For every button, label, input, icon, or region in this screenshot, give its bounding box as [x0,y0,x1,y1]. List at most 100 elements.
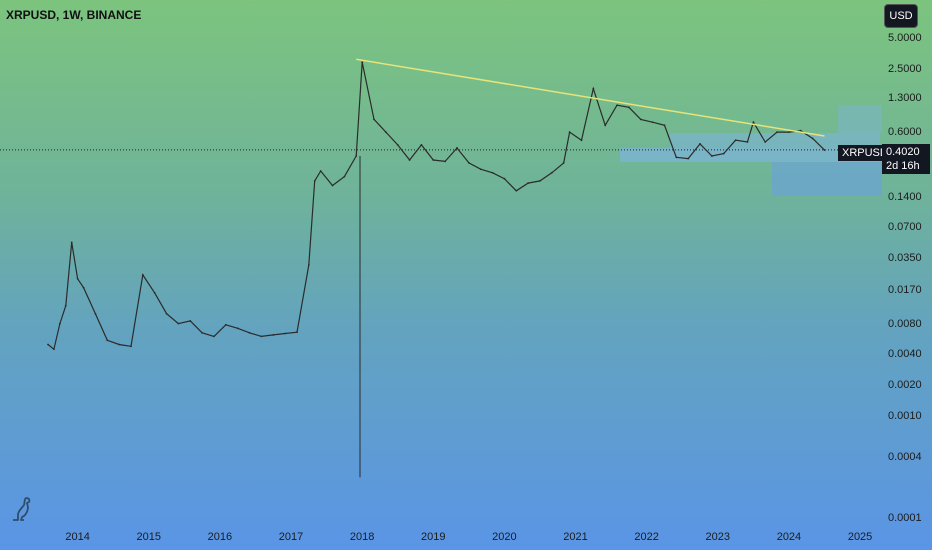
price-point [201,331,204,334]
price-point [467,161,470,164]
y-tick-label: 0.0020 [888,379,922,392]
price-series-line [47,62,825,351]
price-point [568,131,571,134]
price-point [539,179,541,182]
price-point [639,118,642,121]
y-tick-label: 0.0350 [888,252,922,265]
price-point [396,143,399,146]
price-point [515,189,518,192]
price-point [788,131,790,134]
price-point [82,286,85,289]
price-point [746,141,749,143]
price-point [592,87,595,90]
price-point [272,334,275,336]
dino-logo-icon [13,497,31,521]
price-point [432,159,435,161]
price-point [823,149,826,152]
price-point [213,335,215,338]
price-point [64,304,67,307]
price-point [479,168,482,171]
y-tick-label: 0.0040 [888,348,922,361]
price-point [361,61,364,64]
price-point [284,332,287,335]
price-point [550,171,553,174]
price-point [651,121,654,124]
x-tick-label: 2017 [278,531,304,543]
price-point [420,143,423,146]
price-point [776,131,778,134]
y-tick-label: 0.0010 [888,409,922,422]
x-tick-label: 2018 [349,531,375,543]
price-point [58,322,61,325]
x-tick-label: 2023 [705,531,731,543]
price-point [764,141,767,143]
price-point [165,312,168,315]
x-tick-label: 2019 [421,531,446,543]
price-point [722,152,725,155]
y-tick-label: 0.1400 [888,190,922,203]
price-point [752,121,755,124]
price-point [444,160,447,163]
price-tag: 0.4020 2d 16h [882,144,930,174]
y-tick-label: 2.5000 [888,62,922,75]
price-point [236,327,239,330]
x-tick-label: 2025 [847,531,873,543]
price-point [710,155,713,157]
price-point [224,323,227,326]
y-tick-label: 5.0000 [888,32,922,45]
x-tick-label: 2016 [207,531,233,543]
zone-box [772,162,882,196]
price-point [373,118,375,121]
price-point [527,182,530,185]
chart-title: XRPUSD, 1W, BINANCE [6,8,142,22]
price-point [118,343,121,346]
y-tick-label: 0.0170 [888,284,922,297]
usd-button[interactable]: USD [884,4,918,28]
price-point [248,331,251,334]
x-tick-label: 2024 [776,531,802,543]
price-point [307,264,310,266]
y-tick-label: 0.0004 [888,450,922,463]
y-tick-label: 0.0700 [888,221,922,234]
price-point [153,291,156,294]
price-point [319,170,322,172]
price-point [604,124,607,127]
trend-line [356,58,825,137]
price-point [260,335,263,338]
price-point [355,155,358,157]
price-point [503,177,506,180]
price-point [799,129,802,132]
symbol-tag: XRPUSD [838,145,892,161]
price-point [343,175,346,178]
price-point [811,137,814,140]
price-point [47,343,49,346]
bar-countdown: 2d 16h [886,160,920,172]
price-point [94,312,97,315]
price-point [616,104,618,107]
price-point [687,157,690,160]
price-point [580,139,583,142]
price-point [408,159,411,161]
price-point [141,274,144,276]
price-point [384,131,387,134]
price-point [313,179,316,182]
price-point [734,139,737,142]
price-point [177,322,180,325]
price-point [189,320,192,322]
y-tick-label: 0.6000 [888,126,922,139]
zone-box [838,105,882,133]
x-tick-label: 2020 [492,531,517,543]
price-point [491,171,494,174]
price-point [130,345,132,348]
price-point [106,339,109,342]
price-point [76,277,79,280]
price-value: 0.4020 [886,146,920,158]
x-tick-label: 2021 [563,531,588,543]
y-tick-label: 1.3000 [888,91,922,104]
price-point [627,106,630,109]
zone-box [670,133,880,148]
x-tick-label: 2014 [65,531,90,543]
y-tick-label: 0.0001 [888,512,922,524]
